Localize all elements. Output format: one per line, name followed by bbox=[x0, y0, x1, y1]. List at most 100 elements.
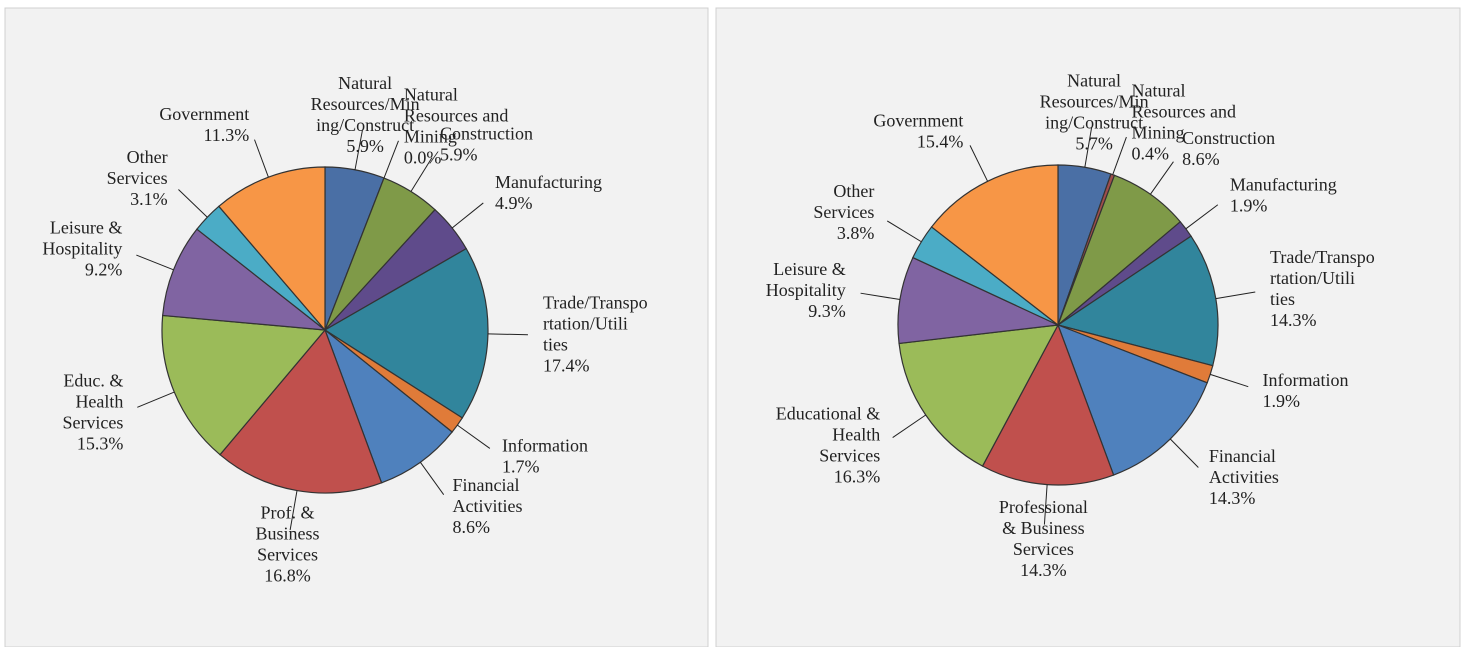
label-line: Information bbox=[502, 436, 588, 456]
label-line: Trade/Transpo bbox=[543, 293, 648, 313]
label-line: Educational & bbox=[776, 403, 880, 423]
label-line: Natural bbox=[404, 84, 458, 104]
label-line: ing/Construct bbox=[316, 115, 414, 135]
category-label: Trade/Transpo rtation/Utili ties bbox=[543, 293, 648, 355]
label-line: Services bbox=[257, 544, 318, 564]
category-label: Other Services bbox=[107, 147, 168, 188]
category-label: Manufacturing bbox=[495, 172, 602, 192]
value-label: 4.9% bbox=[495, 193, 533, 213]
label-line: Hospitality bbox=[766, 280, 846, 300]
value-label: 1.7% bbox=[502, 457, 540, 477]
pie-slice bbox=[323, 247, 489, 419]
category-label: Construction bbox=[440, 123, 533, 143]
leader-line bbox=[1084, 127, 1093, 168]
leader-line bbox=[1185, 204, 1219, 230]
label-line: Services bbox=[62, 413, 123, 433]
value-label: 1.9% bbox=[1230, 195, 1268, 215]
label-line: Natural bbox=[1067, 71, 1121, 91]
leader-line bbox=[1112, 136, 1127, 175]
pie-slice bbox=[217, 166, 326, 332]
label-line: Natural bbox=[1132, 80, 1186, 100]
label-line: Hospitality bbox=[42, 239, 122, 259]
value-label: 5.7% bbox=[1075, 134, 1113, 154]
leader-line bbox=[1149, 161, 1174, 195]
label-line: Resources and bbox=[404, 105, 508, 125]
value-label: 15.4% bbox=[917, 131, 964, 151]
leader-line bbox=[354, 130, 363, 170]
label-line: ties bbox=[543, 335, 568, 355]
value-label: 0.4% bbox=[1132, 143, 1170, 163]
category-label: Financial Activities bbox=[452, 475, 522, 516]
category-label: Government bbox=[159, 104, 249, 124]
pie-slice bbox=[897, 256, 1061, 345]
category-label: Educ. & Health Services bbox=[62, 371, 123, 433]
label-line: ing/Construct bbox=[1045, 113, 1143, 133]
category-label: Government bbox=[873, 110, 963, 130]
label-line: Mining bbox=[1132, 122, 1185, 142]
label-line: Manufacturing bbox=[1230, 174, 1337, 194]
category-label: Natural Resources and Mining bbox=[404, 84, 508, 146]
leader-line bbox=[178, 189, 208, 218]
label-line: Educ. & bbox=[63, 371, 123, 391]
label-line: Financial bbox=[452, 475, 519, 495]
leader-line bbox=[254, 139, 269, 178]
pie-slice bbox=[162, 228, 327, 331]
label-line: Health bbox=[75, 392, 123, 412]
category-label: Professional & Business Services bbox=[999, 497, 1088, 559]
value-label: 3.1% bbox=[130, 189, 168, 209]
pie-slice bbox=[898, 324, 1060, 467]
leader-line bbox=[1169, 438, 1199, 468]
label-line: Leisure & bbox=[773, 259, 845, 279]
label-line: Services bbox=[813, 202, 874, 222]
label-line: & Business bbox=[1002, 518, 1085, 538]
label-line: Construction bbox=[440, 123, 533, 143]
label-line: Government bbox=[159, 104, 249, 124]
value-label: 14.3% bbox=[1270, 310, 1317, 330]
label-line: Resources and bbox=[1132, 101, 1236, 121]
label-line: Financial bbox=[1209, 446, 1276, 466]
category-label: Construction bbox=[1182, 128, 1275, 148]
label-line: Prof. & bbox=[261, 502, 315, 522]
category-label: Prof. & Business Services bbox=[256, 502, 320, 564]
leader-line bbox=[383, 140, 399, 179]
category-label: Natural Resources/Min ing/Construct bbox=[311, 73, 420, 135]
pie-slice bbox=[323, 328, 453, 484]
pie-slice bbox=[161, 314, 327, 456]
label-line: Trade/Transpo bbox=[1270, 247, 1375, 267]
value-label: 17.4% bbox=[543, 356, 590, 376]
leader-line bbox=[136, 254, 174, 271]
leader-line bbox=[457, 424, 491, 449]
category-label: Educational & Health Services bbox=[776, 403, 880, 465]
pie-slice bbox=[981, 323, 1115, 486]
category-label: Financial Activities bbox=[1209, 446, 1279, 487]
category-label: Information bbox=[502, 436, 588, 456]
category-label: Leisure & Hospitality bbox=[766, 259, 846, 300]
label-line: Other bbox=[833, 181, 874, 201]
category-label: Information bbox=[1263, 370, 1349, 390]
leader-line bbox=[1043, 484, 1048, 525]
value-label: 1.9% bbox=[1263, 391, 1301, 411]
label-line: rtation/Utili bbox=[543, 314, 628, 334]
label-line: Leisure & bbox=[50, 218, 122, 238]
category-label: Natural Resources/Min ing/Construct bbox=[1040, 71, 1149, 133]
leader-line bbox=[419, 461, 445, 495]
pie-slice bbox=[1056, 323, 1208, 476]
label-line: Activities bbox=[1209, 467, 1279, 487]
